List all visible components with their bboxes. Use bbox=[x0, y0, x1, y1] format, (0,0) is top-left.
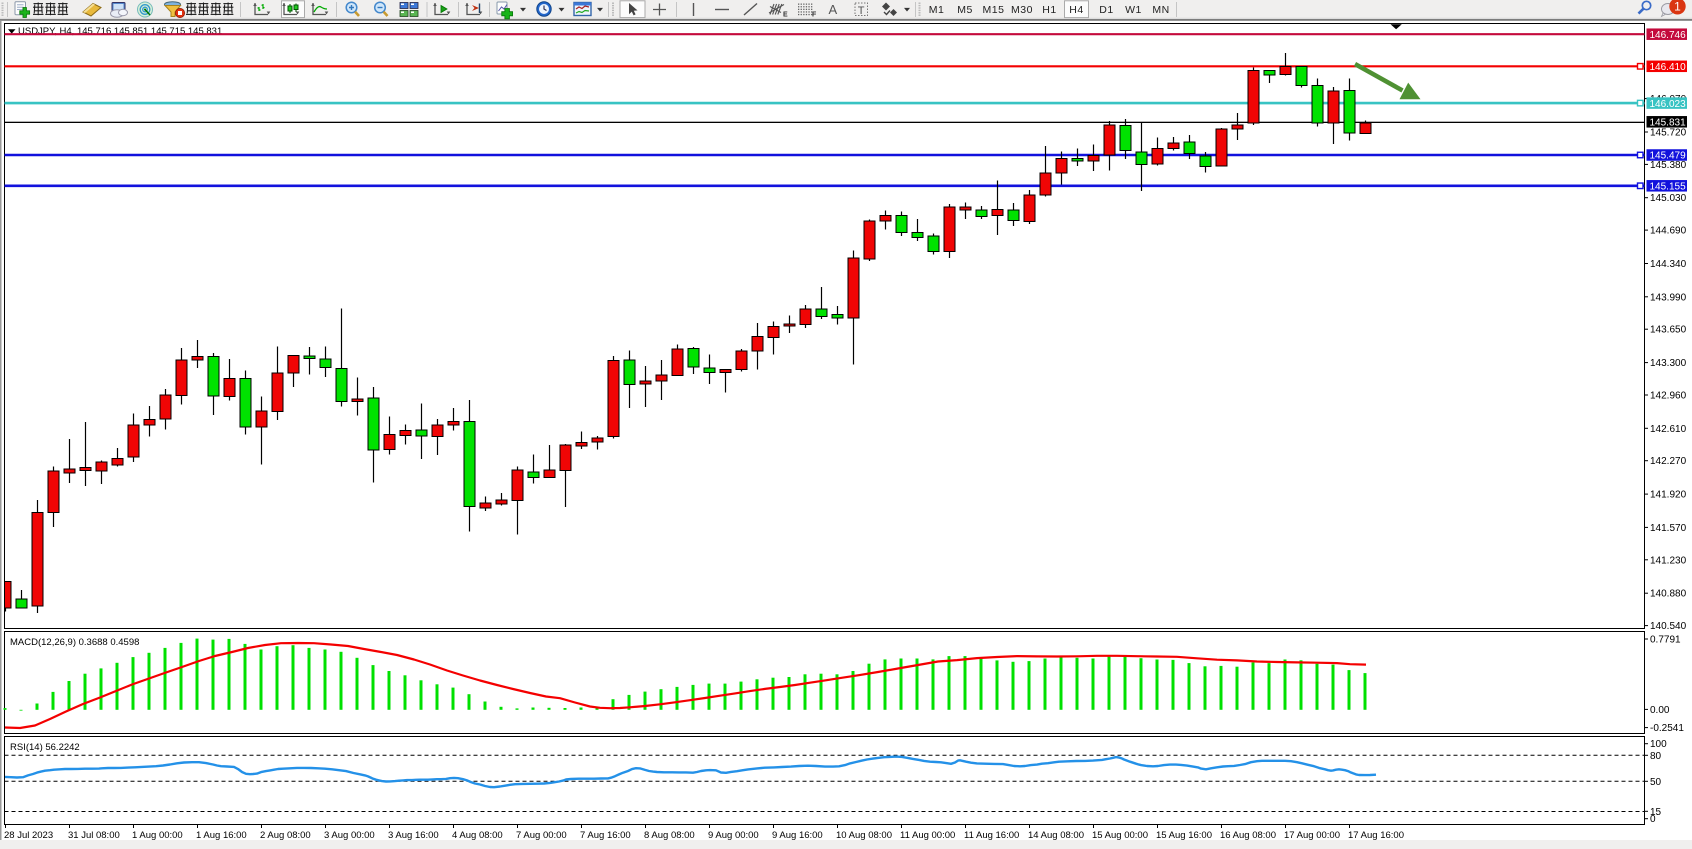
svg-text:145.831: 145.831 bbox=[1650, 118, 1687, 129]
svg-text:50: 50 bbox=[1650, 777, 1662, 788]
svg-text:1: 1 bbox=[1674, 0, 1681, 14]
svg-text:M5: M5 bbox=[957, 4, 973, 16]
svg-text:31 Jul 08:00: 31 Jul 08:00 bbox=[68, 830, 120, 841]
svg-text:4 Aug 08:00: 4 Aug 08:00 bbox=[452, 830, 503, 841]
svg-text:17 Aug 16:00: 17 Aug 16:00 bbox=[1348, 830, 1404, 841]
svg-text:M15: M15 bbox=[983, 4, 1005, 16]
svg-text:3 Aug 16:00: 3 Aug 16:00 bbox=[388, 830, 439, 841]
svg-text:0: 0 bbox=[1650, 814, 1656, 825]
svg-text:7 Aug 16:00: 7 Aug 16:00 bbox=[580, 830, 631, 841]
svg-text:-0.2541: -0.2541 bbox=[1650, 723, 1684, 734]
svg-text:1 Aug 00:00: 1 Aug 00:00 bbox=[132, 830, 183, 841]
svg-text:141.230: 141.230 bbox=[1650, 555, 1687, 566]
svg-text:H1: H1 bbox=[1042, 4, 1056, 16]
svg-text:M30: M30 bbox=[1011, 4, 1033, 16]
svg-text:140.880: 140.880 bbox=[1650, 589, 1687, 600]
svg-text:MACD(12,26,9) 0.3688 0.4598: MACD(12,26,9) 0.3688 0.4598 bbox=[10, 637, 139, 648]
svg-text:E: E bbox=[783, 12, 788, 19]
svg-text:3 Aug 00:00: 3 Aug 00:00 bbox=[324, 830, 375, 841]
svg-text:MN: MN bbox=[1152, 4, 1169, 16]
svg-text:140.540: 140.540 bbox=[1650, 621, 1687, 632]
svg-text:142.610: 142.610 bbox=[1650, 424, 1687, 435]
svg-text:16 Aug 08:00: 16 Aug 08:00 bbox=[1220, 830, 1276, 841]
svg-text:28 Jul 2023: 28 Jul 2023 bbox=[4, 830, 53, 841]
svg-text:145.380: 145.380 bbox=[1650, 160, 1687, 171]
svg-text:146.746: 146.746 bbox=[1650, 30, 1687, 41]
svg-text:D1: D1 bbox=[1099, 4, 1113, 16]
svg-text:15: 15 bbox=[1650, 807, 1662, 818]
svg-text:146.023: 146.023 bbox=[1650, 99, 1687, 110]
svg-text:141.570: 141.570 bbox=[1650, 523, 1687, 534]
svg-text:143.990: 143.990 bbox=[1650, 292, 1687, 303]
svg-text:USDJPY, H4, 145.716 145.851 14: USDJPY, H4, 145.716 145.851 145.715 145.… bbox=[18, 26, 222, 37]
svg-text:145.720: 145.720 bbox=[1650, 128, 1687, 139]
svg-text:M1: M1 bbox=[929, 4, 945, 16]
svg-text:100: 100 bbox=[1650, 739, 1667, 750]
svg-text:8 Aug 08:00: 8 Aug 08:00 bbox=[644, 830, 695, 841]
svg-text:A: A bbox=[829, 2, 838, 17]
svg-text:11 Aug 16:00: 11 Aug 16:00 bbox=[964, 830, 1019, 841]
svg-text:145.155: 145.155 bbox=[1650, 182, 1687, 193]
svg-text:T: T bbox=[858, 5, 865, 17]
svg-text:W1: W1 bbox=[1125, 4, 1142, 16]
svg-text:145.479: 145.479 bbox=[1650, 151, 1687, 162]
svg-text:145.030: 145.030 bbox=[1650, 193, 1687, 204]
svg-text:RSI(14) 56.2242: RSI(14) 56.2242 bbox=[10, 742, 80, 753]
svg-text:144.690: 144.690 bbox=[1650, 226, 1687, 237]
svg-text:11 Aug 00:00: 11 Aug 00:00 bbox=[900, 830, 955, 841]
svg-text:142.960: 142.960 bbox=[1650, 391, 1687, 402]
svg-text:2 Aug 08:00: 2 Aug 08:00 bbox=[260, 830, 311, 841]
svg-text:14 Aug 08:00: 14 Aug 08:00 bbox=[1028, 830, 1084, 841]
svg-text:142.270: 142.270 bbox=[1650, 456, 1687, 467]
svg-text:H4: H4 bbox=[1069, 4, 1083, 16]
svg-text:143.300: 143.300 bbox=[1650, 358, 1687, 369]
svg-text:146.410: 146.410 bbox=[1650, 62, 1687, 73]
svg-text:17 Aug 00:00: 17 Aug 00:00 bbox=[1284, 830, 1340, 841]
svg-text:1 Aug 16:00: 1 Aug 16:00 bbox=[196, 830, 247, 841]
svg-text:15 Aug 00:00: 15 Aug 00:00 bbox=[1092, 830, 1148, 841]
svg-text:F: F bbox=[812, 12, 817, 19]
svg-text:80: 80 bbox=[1650, 751, 1662, 762]
svg-text:10 Aug 08:00: 10 Aug 08:00 bbox=[836, 830, 892, 841]
svg-text:7 Aug 00:00: 7 Aug 00:00 bbox=[516, 830, 567, 841]
svg-text:143.650: 143.650 bbox=[1650, 325, 1687, 336]
svg-text:9 Aug 00:00: 9 Aug 00:00 bbox=[708, 830, 759, 841]
svg-text:9 Aug 16:00: 9 Aug 16:00 bbox=[772, 830, 823, 841]
svg-text:141.920: 141.920 bbox=[1650, 490, 1687, 501]
svg-text:0.00: 0.00 bbox=[1650, 705, 1670, 716]
svg-text:144.340: 144.340 bbox=[1650, 259, 1687, 270]
svg-text:15 Aug 16:00: 15 Aug 16:00 bbox=[1156, 830, 1212, 841]
svg-text:0.7791: 0.7791 bbox=[1650, 635, 1681, 646]
